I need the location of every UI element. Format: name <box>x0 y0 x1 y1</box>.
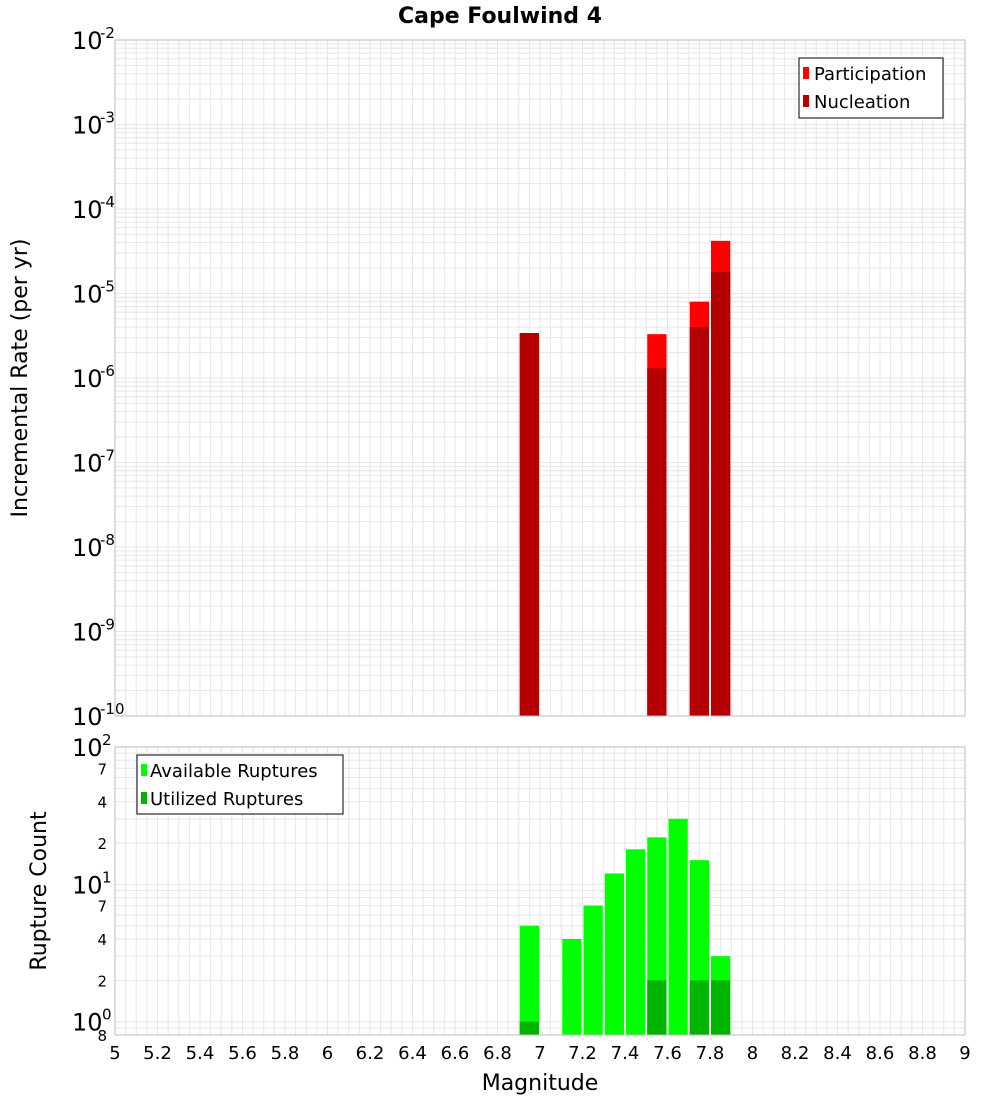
rate-y-tick-base: 10 <box>72 281 103 309</box>
rate-y-tick-exponent: -8 <box>100 531 115 549</box>
x-axis-ticks: 5 5.2 5.4 5.6 5.8 6 6.2 6.4 6.6 6.8 7 7.2 7.4 7.6 7.8 8… <box>109 1043 970 1064</box>
participation-legend-label: Participation <box>814 64 926 85</box>
rate-y-tick-exponent: -10 <box>100 700 125 718</box>
count-utilized-ruptures-bar <box>647 980 667 1035</box>
rate-y-tick-exponent: -6 <box>100 362 115 380</box>
x-tick-label: 6.2 <box>356 1043 385 1064</box>
rate-y-tick-base: 10 <box>72 534 103 562</box>
rate-nucleation-bar <box>711 271 731 716</box>
rate-legend-box <box>798 57 944 119</box>
count-available-ruptures-bar <box>626 849 646 1035</box>
x-axis-label: Magnitude <box>482 1071 599 1096</box>
rate-y-tick-exponent: -3 <box>100 109 115 127</box>
rate-y-tick-base: 10 <box>72 703 103 731</box>
count-y-tick-minor: 2 <box>97 972 107 990</box>
x-tick-label: 7.4 <box>611 1043 640 1064</box>
participation-legend-swatch <box>803 67 809 79</box>
x-tick-label: 8.6 <box>866 1043 895 1064</box>
count-plot-frame <box>114 746 966 1036</box>
count-y-axis-label: Rupture Count <box>27 811 52 971</box>
count-legend-box <box>136 754 344 815</box>
count-available-ruptures-bar <box>583 905 603 1035</box>
available-legend-swatch <box>141 764 147 776</box>
x-tick-label: 5.8 <box>271 1043 300 1064</box>
count-available-ruptures-bar <box>604 873 624 1035</box>
count-legend: Available Ruptures Utilized Ruptures <box>136 754 344 815</box>
count-utilized-ruptures-bar <box>689 980 709 1035</box>
rate-y-tick-exponent: -5 <box>100 278 115 296</box>
rate-nucleation-bar <box>647 368 667 716</box>
count-utilized-ruptures-bar <box>519 1021 539 1035</box>
x-tick-label: 6.4 <box>398 1043 427 1064</box>
x-tick-label: 7.2 <box>568 1043 597 1064</box>
rate-nucleation-bar <box>519 333 539 716</box>
count-y-tick-minor: 7 <box>97 760 107 778</box>
count-y-tick-base: 10 <box>72 1009 103 1037</box>
x-tick-label: 5.2 <box>143 1043 172 1064</box>
rate-y-axis-label: Incremental Rate (per yr) <box>8 239 33 518</box>
count-y-tick-minor: 7 <box>97 898 107 916</box>
count-y-tick-exponent: 2 <box>102 731 112 749</box>
count-y-tick-base: 10 <box>72 871 103 899</box>
x-tick-label: 6.8 <box>483 1043 512 1064</box>
nucleation-legend-swatch <box>803 95 809 107</box>
x-tick-label: 7.8 <box>696 1043 725 1064</box>
rate-y-tick-exponent: -9 <box>100 616 115 634</box>
count-y-tick-exponent: 1 <box>102 868 112 886</box>
x-tick-label: 8.4 <box>823 1043 852 1064</box>
rate-bars <box>519 240 731 716</box>
x-tick-label: 7.6 <box>653 1043 682 1064</box>
count-available-ruptures-bar <box>562 939 582 1035</box>
count-y-tick-minor: 4 <box>97 931 107 949</box>
count-y-tick-minor: 8 <box>97 1027 107 1045</box>
x-tick-label: 7 <box>534 1043 545 1064</box>
nucleation-legend-label: Nucleation <box>814 92 910 113</box>
rate-y-tick-exponent: -7 <box>100 447 115 465</box>
x-tick-label: 5.6 <box>228 1043 257 1064</box>
rate-nucleation-bar <box>689 327 709 716</box>
rate-y-tick-base: 10 <box>72 27 103 55</box>
available-legend-label: Available Ruptures <box>150 761 318 782</box>
count-available-ruptures-bar <box>668 818 688 1035</box>
rate-y-tick-base: 10 <box>72 450 103 478</box>
count-utilized-ruptures-bar <box>711 980 731 1035</box>
x-tick-label: 5.4 <box>186 1043 215 1064</box>
count-y-tick-minor: 2 <box>97 835 107 853</box>
rate-plot-frame <box>114 39 966 717</box>
x-tick-label: 6 <box>322 1043 333 1064</box>
x-tick-label: 9 <box>959 1043 970 1064</box>
rate-y-tick-exponent: -4 <box>100 193 115 211</box>
rate-legend: Participation Nucleation <box>798 57 944 119</box>
count-bars <box>519 818 731 1035</box>
x-tick-label: 8 <box>747 1043 758 1064</box>
count-y-tick-base: 10 <box>72 734 103 762</box>
x-tick-label: 5 <box>109 1043 120 1064</box>
rate-grid <box>114 40 966 717</box>
rate-y-tick-base: 10 <box>72 365 103 393</box>
x-tick-label: 6.6 <box>441 1043 470 1064</box>
x-tick-label: 8.2 <box>781 1043 810 1064</box>
utilized-legend-label: Utilized Ruptures <box>150 789 303 810</box>
chart-title: Cape Foulwind 4 <box>398 4 602 29</box>
rate-y-tick-exponent: -2 <box>100 24 115 42</box>
utilized-legend-swatch <box>141 792 147 804</box>
count-available-ruptures-bar <box>519 925 539 1035</box>
rate-y-tick-base: 10 <box>72 196 103 224</box>
x-tick-label: 8.8 <box>908 1043 937 1064</box>
rate-y-tick-base: 10 <box>72 619 103 647</box>
count-y-tick-exponent: 0 <box>102 1006 112 1024</box>
count-y-tick-minor: 4 <box>97 794 107 812</box>
rate-y-tick-base: 10 <box>72 112 103 140</box>
